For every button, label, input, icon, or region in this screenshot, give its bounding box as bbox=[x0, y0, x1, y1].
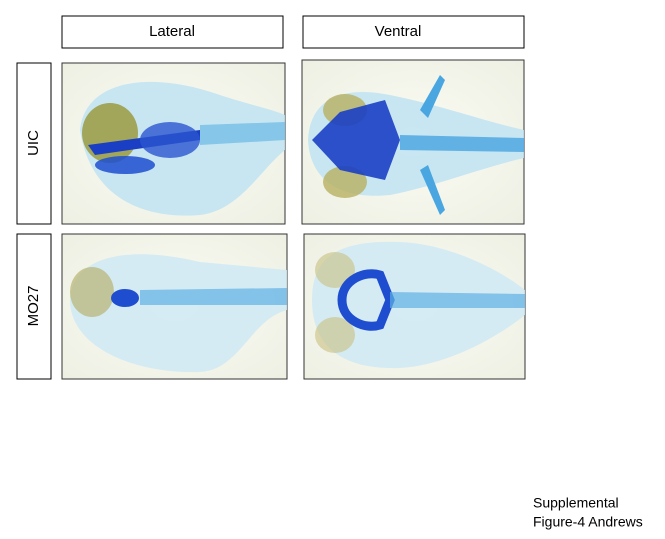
image-panel bbox=[301, 59, 525, 225]
row-label-box bbox=[16, 233, 52, 380]
image-panel bbox=[61, 62, 286, 225]
column-header: Ventral bbox=[375, 23, 422, 40]
image-panel bbox=[61, 233, 288, 380]
image-panel bbox=[303, 233, 526, 380]
header-box bbox=[61, 15, 284, 49]
column-header: Lateral bbox=[149, 23, 195, 40]
row-label: UIC bbox=[25, 130, 42, 156]
row-label-box bbox=[16, 62, 52, 225]
caption-line: Figure-4 Andrews bbox=[533, 514, 643, 530]
header-box bbox=[302, 15, 525, 49]
caption-line: Supplemental bbox=[533, 495, 619, 511]
row-label: MO27 bbox=[25, 286, 42, 327]
